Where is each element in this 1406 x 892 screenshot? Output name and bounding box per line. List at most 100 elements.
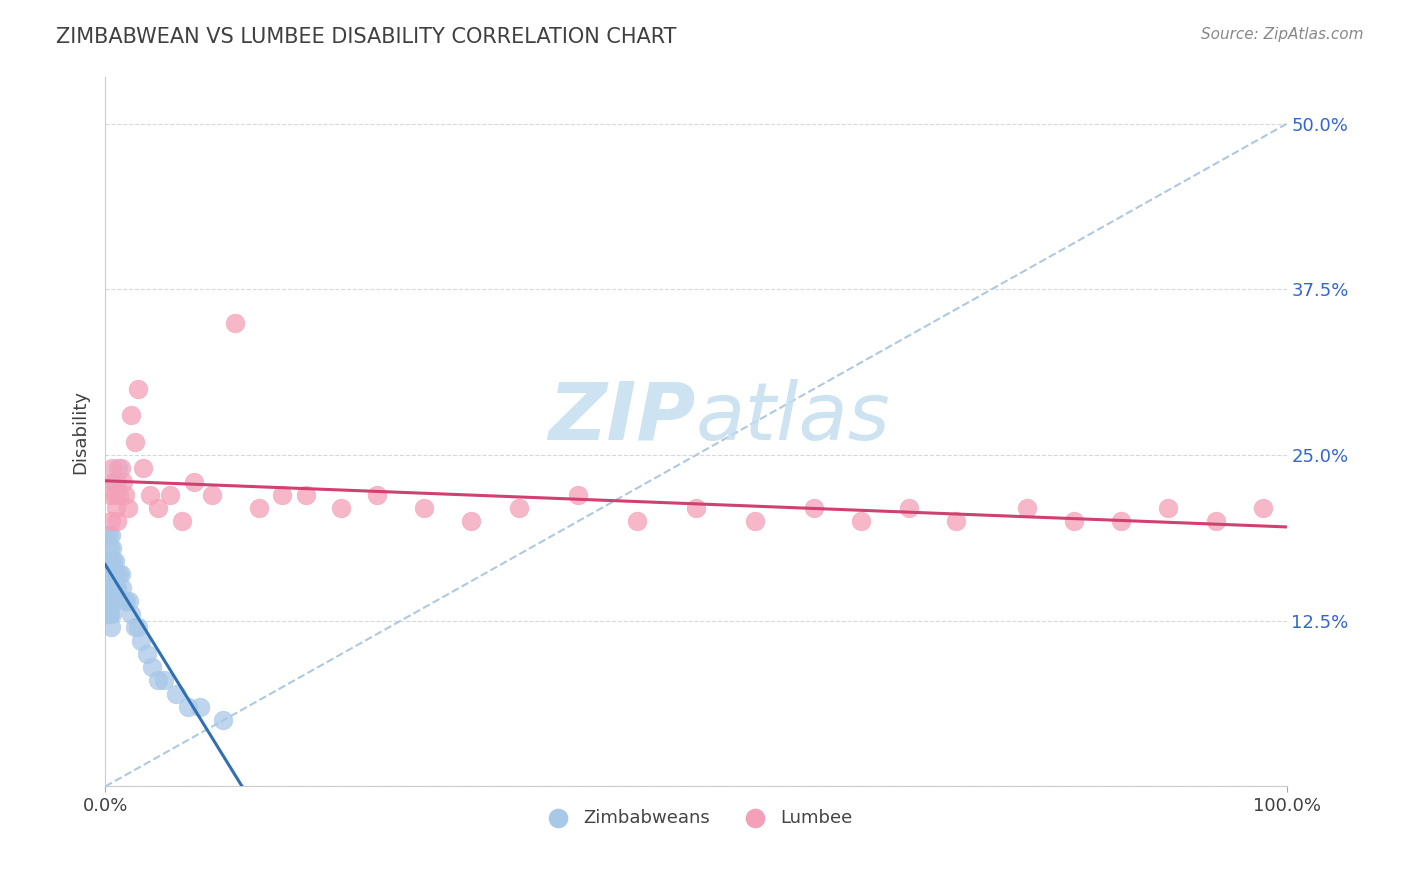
Point [108,488,131,502]
Point [120,409,142,423]
Text: ZIP: ZIP [548,379,696,457]
Point [183,475,205,489]
Text: ZIMBABWEAN VS LUMBEE DISABILITY CORRELATION CHART: ZIMBABWEAN VS LUMBEE DISABILITY CORRELAT… [56,27,676,46]
Point [508,501,530,516]
Text: atlas: atlas [696,379,890,457]
Point [271,488,294,502]
Point [111,475,134,489]
Point [103,581,125,595]
Point [98,567,121,582]
Point [105,475,128,489]
Point [114,488,136,502]
Point [98,541,121,555]
Point [127,382,149,396]
Point [224,316,246,330]
Point [100,527,122,541]
Point [110,567,132,582]
Point [685,501,707,516]
Point [97,567,120,582]
Point [104,475,127,489]
Point [104,567,127,582]
Point [115,594,138,608]
Point [104,581,127,595]
Point [96,554,118,568]
Point [366,488,388,502]
Point [100,594,122,608]
Point [744,515,766,529]
Point [1251,501,1274,516]
Text: Source: ZipAtlas.com: Source: ZipAtlas.com [1201,27,1364,42]
Point [103,594,125,608]
Point [120,607,142,622]
Point [135,647,157,661]
Point [101,541,124,555]
Point [188,700,211,714]
Point [97,567,120,582]
Point [97,607,120,622]
Point [170,515,193,529]
Point [97,594,120,608]
Point [460,515,482,529]
Point [104,554,127,568]
Point [626,515,648,529]
Point [127,620,149,634]
Point [98,488,121,502]
Point [101,607,124,622]
Point [129,633,152,648]
Point [177,700,200,714]
Point [945,515,967,529]
Point [97,527,120,541]
Point [141,660,163,674]
Point [100,620,122,634]
Point [101,461,124,475]
Point [567,488,589,502]
Point [110,461,132,475]
Point [165,687,187,701]
Point [100,515,122,529]
Point [851,515,873,529]
Point [98,607,121,622]
Point [96,527,118,541]
Point [1157,501,1180,516]
Point [148,673,170,688]
Point [101,567,124,582]
Point [897,501,920,516]
Point [1063,515,1085,529]
Point [104,581,127,595]
Point [1015,501,1038,516]
Point [124,620,146,634]
Point [97,607,120,622]
Point [97,594,120,608]
Point [103,554,125,568]
Point [124,434,146,449]
Point [153,673,176,688]
Point [295,488,318,502]
Point [105,515,128,529]
Y-axis label: Disability: Disability [72,390,89,474]
Point [105,581,128,595]
Point [132,461,155,475]
Point [107,461,129,475]
Point [101,594,124,608]
Point [100,554,122,568]
Point [159,488,181,502]
Point [100,581,122,595]
Point [118,594,141,608]
Point [108,567,131,582]
Point [104,501,127,516]
Point [117,501,139,516]
Legend: Zimbabweans, Lumbee: Zimbabweans, Lumbee [533,802,859,834]
Point [112,594,135,608]
Point [212,713,235,727]
Point [103,475,125,489]
Point [98,594,121,608]
Point [148,501,170,516]
Point [330,501,353,516]
Point [139,488,162,502]
Point [104,488,127,502]
Point [200,488,222,502]
Point [1205,515,1227,529]
Point [247,501,270,516]
Point [803,501,825,516]
Point [111,581,134,595]
